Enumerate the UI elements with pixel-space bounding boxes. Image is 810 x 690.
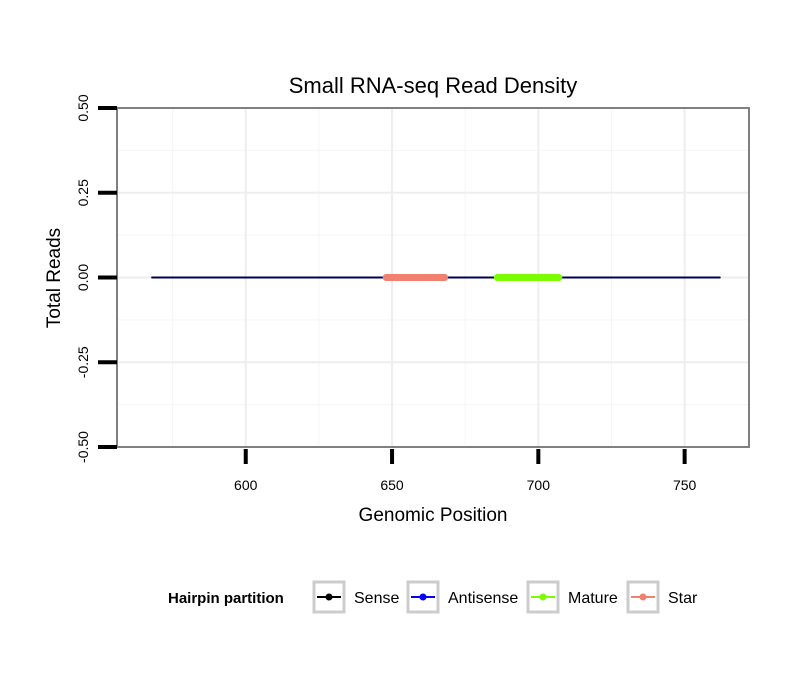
- legend-label: Mature: [568, 590, 618, 607]
- y-tick-label: -0.50: [75, 431, 91, 463]
- x-tick-label: 650: [380, 477, 404, 493]
- chart-title: Small RNA-seq Read Density: [289, 73, 578, 98]
- y-axis-ticks: -0.50 -0.25 0.00 0.25 0.50: [75, 94, 117, 463]
- legend-label: Sense: [354, 590, 399, 607]
- y-tick-label: 0.50: [75, 94, 91, 121]
- legend-key-point: [419, 593, 427, 601]
- x-tick-label: 750: [673, 477, 697, 493]
- legend-label: Star: [668, 590, 698, 607]
- x-axis-ticks: 600 650 700 750: [234, 449, 697, 493]
- x-axis-label: Genomic Position: [359, 505, 508, 526]
- legend-label: Antisense: [448, 590, 518, 607]
- legend-title: Hairpin partition: [168, 590, 284, 607]
- y-tick-label: 0.00: [75, 264, 91, 291]
- legend-entries: Sense Antisense Mature Star: [312, 580, 698, 614]
- legend: Hairpin partition Sense Antisense Mature St…: [168, 580, 698, 614]
- legend-key-point: [639, 593, 647, 601]
- y-tick-label: -0.25: [75, 346, 91, 378]
- y-axis-label: Total Reads: [44, 228, 65, 328]
- legend-key-point: [325, 593, 333, 601]
- x-tick-label: 700: [527, 477, 551, 493]
- x-tick-label: 600: [234, 477, 258, 493]
- y-tick-label: 0.25: [75, 179, 91, 206]
- legend-key-point: [539, 593, 547, 601]
